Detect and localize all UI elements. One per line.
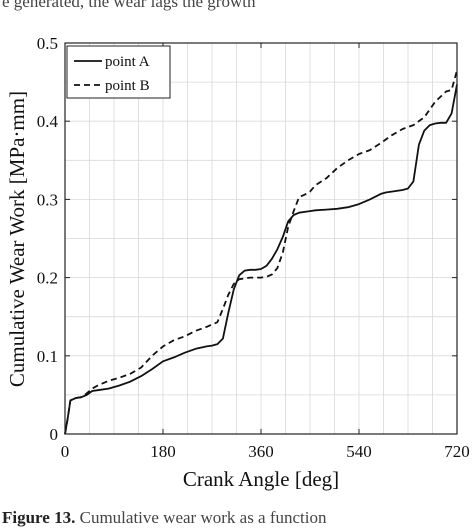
y-tick-label: 0.3	[37, 190, 58, 209]
legend: point A point B	[66, 45, 171, 99]
x-tick-label: 720	[444, 442, 470, 461]
axis-ticks: 0 180 360 540 720 0 0.1 0.2 0.3 0.4 0.5	[37, 34, 470, 461]
legend-label-point-b: point B	[105, 78, 150, 94]
series-lines	[64, 70, 458, 435]
y-tick-label: 0.2	[37, 269, 58, 288]
grid-lines	[65, 43, 457, 434]
y-axis-label: Cumulative Wear Work [MPa·mm]	[5, 91, 29, 387]
x-tick-label: 0	[61, 442, 70, 461]
x-tick-label: 540	[346, 442, 372, 461]
x-axis-label: Crank Angle [deg]	[183, 467, 339, 491]
series-line-point-b	[64, 70, 458, 435]
x-tick-label: 180	[150, 442, 176, 461]
legend-box	[66, 45, 171, 99]
x-tick-label: 360	[248, 442, 274, 461]
y-tick-label: 0	[50, 425, 59, 444]
y-tick-label: 0.1	[37, 347, 58, 366]
y-tick-label: 0.4	[37, 112, 59, 131]
legend-label-point-a: point A	[105, 54, 150, 70]
series-line-point-a	[64, 84, 458, 435]
y-tick-label: 0.5	[37, 34, 58, 53]
